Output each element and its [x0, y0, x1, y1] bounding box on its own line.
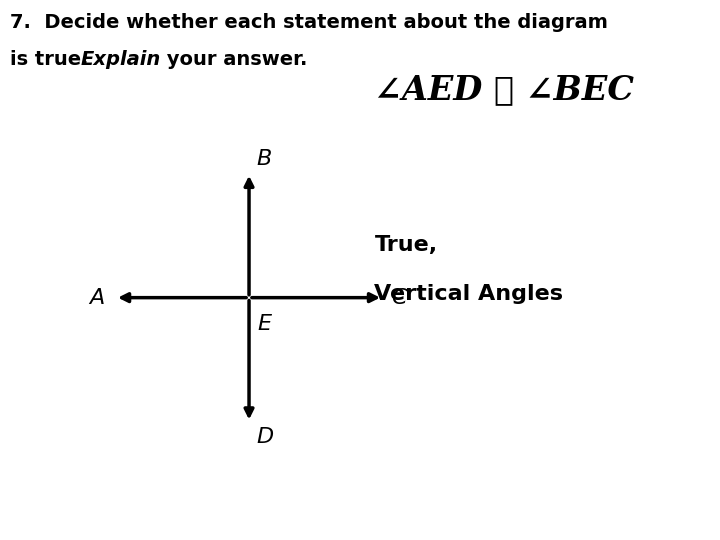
Text: your answer.: your answer.: [160, 50, 307, 69]
Text: True,: True,: [374, 235, 438, 255]
Text: $A$: $A$: [88, 288, 105, 308]
Text: $C$: $C$: [392, 288, 409, 308]
Text: 7.  Decide whether each statement about the diagram: 7. Decide whether each statement about t…: [10, 14, 608, 32]
Text: $B$: $B$: [256, 148, 271, 168]
Text: $D$: $D$: [256, 427, 274, 447]
Text: Vertical Angles: Vertical Angles: [374, 284, 564, 303]
Text: ∠AED ≅ ∠BEC: ∠AED ≅ ∠BEC: [374, 73, 634, 106]
Text: is true.: is true.: [10, 50, 102, 69]
Text: $E$: $E$: [257, 314, 273, 334]
Text: Explain: Explain: [81, 50, 161, 69]
